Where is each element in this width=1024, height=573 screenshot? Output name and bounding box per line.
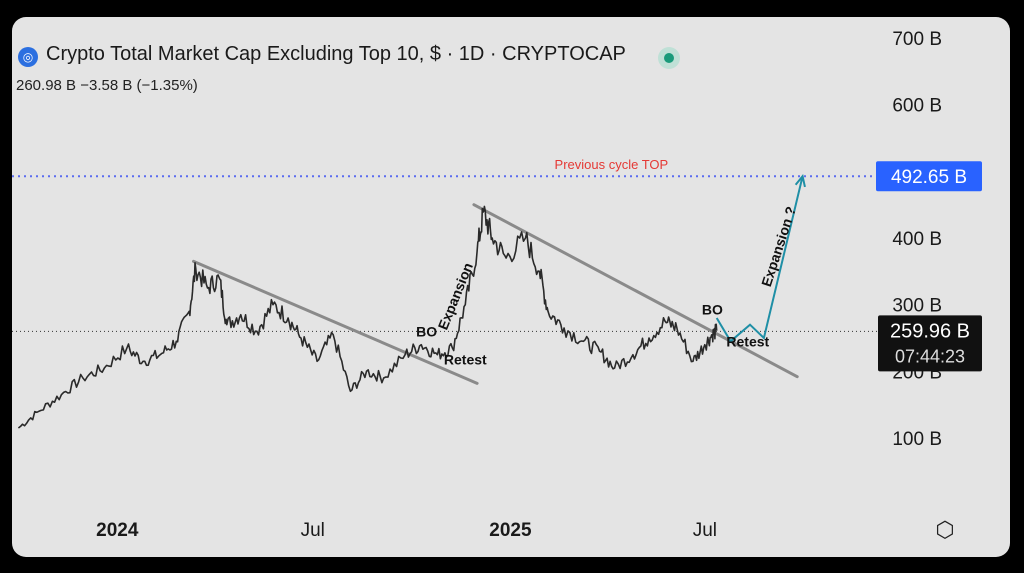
chart-title: Crypto Total Market Cap Excluding Top 10…	[46, 43, 626, 65]
candle-countdown: 07:44:23	[895, 346, 965, 366]
last-price-badge-label: 259.96 B	[890, 320, 970, 342]
y-tick-label-2: 400 B	[892, 229, 942, 250]
trendline-2	[472, 203, 799, 379]
settings-hexagon-icon[interactable]: ⬡	[935, 517, 955, 542]
ohlc-readout: 260.98 B −3.58 B (−1.35%)	[16, 77, 198, 94]
last-price-badge	[878, 315, 982, 372]
chart-frame: ◎ Crypto Total Market Cap Excluding Top …	[12, 17, 1010, 557]
projection-path	[715, 175, 804, 343]
cryptocap-logo-icon: ◎	[18, 47, 38, 67]
previous-top-badge-label: 492.65 B	[891, 167, 967, 188]
previous-top-label: Previous cycle TOP	[555, 157, 669, 172]
trendline-1	[192, 259, 479, 385]
x-tick-label-2: 2025	[489, 520, 532, 541]
y-tick-label-3: 300 B	[892, 296, 942, 317]
market-status-icon	[658, 47, 680, 69]
annotation-1: BO	[416, 324, 437, 340]
annotation-3: Expansion	[435, 260, 476, 332]
x-tick-label-1: Jul	[301, 520, 325, 541]
y-tick-label-0: 700 B	[892, 29, 942, 50]
annotation-5: Retest	[726, 334, 769, 350]
y-tick-label-1: 600 B	[892, 96, 942, 117]
annotation-4: BO	[702, 302, 723, 318]
annotation-2: Retest	[444, 352, 487, 368]
price-series-line-0	[17, 205, 718, 429]
x-tick-label-3: Jul	[693, 520, 717, 541]
projection-arrowhead	[794, 173, 806, 188]
x-tick-label-0: 2024	[96, 520, 139, 541]
previous-top-badge	[876, 161, 982, 192]
y-tick-label-5: 100 B	[892, 429, 942, 450]
